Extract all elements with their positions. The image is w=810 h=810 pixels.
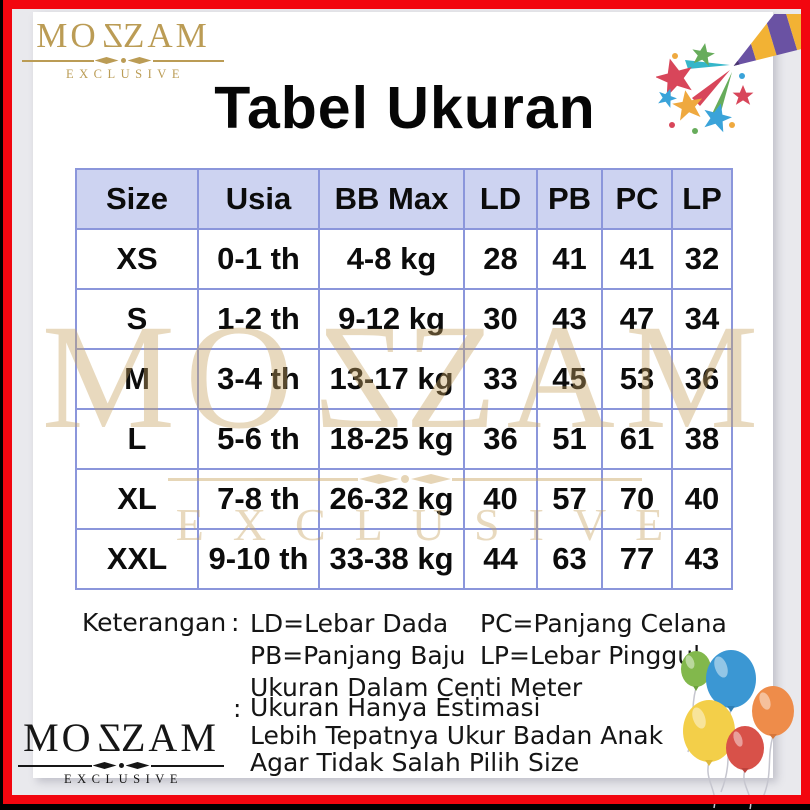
col-header-size: Size xyxy=(75,168,199,230)
party-popper-icon xyxy=(656,14,810,134)
estimate-line: Lebih Tepatnya Ukur Badan Anak xyxy=(250,720,664,750)
brand-wordmark: MOZZAM xyxy=(23,715,219,760)
notes-definitions: LD=Lebar Dada PC=Panjang Celana PB=Panja… xyxy=(250,608,727,704)
table-row: XXL 9-10 th 33-38 kg 44 63 77 43 xyxy=(75,528,733,590)
logo-divider-ornament xyxy=(22,57,224,64)
brand-subtitle: EXCLUSIVE xyxy=(66,67,185,81)
col-header-pb: PB xyxy=(536,168,603,230)
balloons-icon xyxy=(681,650,794,810)
notes-label: Keterangan xyxy=(82,608,227,637)
table-row: M 3-4 th 13-17 kg 33 45 53 36 xyxy=(75,348,733,410)
col-header-usia: Usia xyxy=(197,168,320,230)
brand-logo-top: MOZZAM EXCLUSIVE xyxy=(20,16,226,82)
notes-estimate: Ukuran Hanya Estimasi Lebih Tepatnya Uku… xyxy=(250,694,663,777)
unit-note: Ukuran Dalam Centi Meter xyxy=(250,673,583,702)
definition-lp: LP=Lebar Pinggul xyxy=(480,641,701,670)
brand-logo-bottom: MOZZAM EXCLUSIVE xyxy=(16,715,226,787)
brand-subtitle: EXCLUSIVE xyxy=(64,772,183,786)
notes-colon: : xyxy=(231,608,240,637)
table-row: S 1-2 th 9-12 kg 30 43 47 34 xyxy=(75,288,733,350)
col-header-lp: LP xyxy=(671,168,733,230)
mirrored-z-letter: Z xyxy=(98,16,123,55)
col-header-ld: LD xyxy=(463,168,538,230)
brand-wordmark: MOZZAM xyxy=(36,16,210,55)
table-row: XS 0-1 th 4-8 kg 28 41 41 32 xyxy=(75,228,733,290)
table-row: XL 7-8 th 26-32 kg 40 57 70 40 xyxy=(75,468,733,530)
table-header-row: Size Usia BB Max LD PB PC LP xyxy=(75,168,733,230)
col-header-pc: PC xyxy=(601,168,673,230)
estimate-line: Ukuran Hanya Estimasi xyxy=(250,693,541,722)
table-row: L 5-6 th 18-25 kg 36 51 61 38 xyxy=(75,408,733,470)
definition-pc: PC=Panjang Celana xyxy=(480,609,727,638)
page-title: Tabel Ukuran xyxy=(214,75,596,141)
col-header-bbmax: BB Max xyxy=(318,168,465,230)
size-table: Size Usia BB Max LD PB PC LP XS 0-1 th 4-8… xyxy=(75,168,733,590)
definition-ld: LD=Lebar Dada xyxy=(250,609,449,638)
estimate-line: Agar Tidak Salah Pilih Size xyxy=(250,748,580,777)
mirrored-z-letter: Z xyxy=(93,715,121,760)
logo-divider-ornament xyxy=(18,762,224,769)
definition-pb: PB=Panjang Baju xyxy=(250,641,466,670)
notes-colon: : xyxy=(233,694,242,723)
